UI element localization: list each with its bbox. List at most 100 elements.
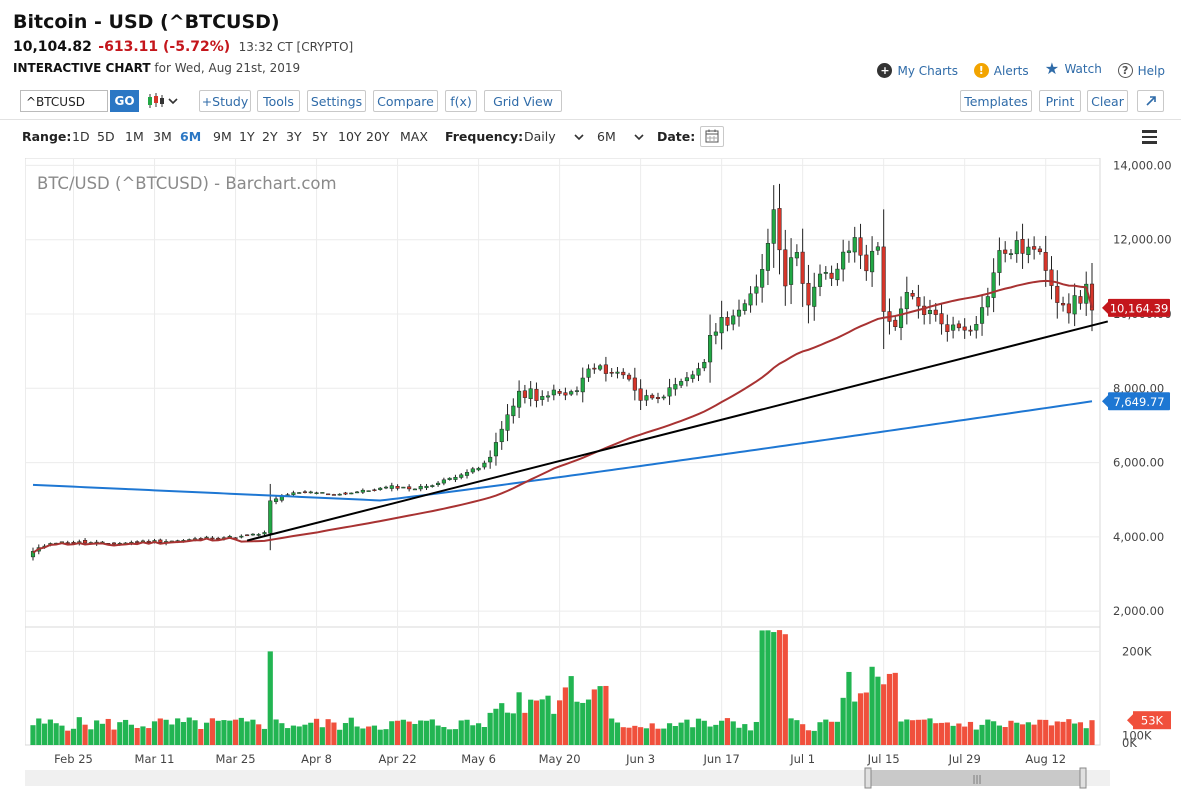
range-option-20y[interactable]: 20Y — [366, 129, 390, 144]
time-tick-label: Aug 12 — [1025, 752, 1066, 766]
candle-up — [511, 405, 516, 417]
volume-bar-up — [70, 728, 77, 745]
candle-up — [574, 390, 580, 392]
volume-bar-up — [817, 722, 823, 745]
volume-bar-up — [435, 725, 441, 745]
chart-area[interactable]: 2,000.004,000.006,000.008,000.0010,000.0… — [24, 157, 1175, 795]
range-option-1m[interactable]: 1M — [125, 129, 144, 144]
add-study-button[interactable]: +Study — [199, 90, 251, 112]
volume-bar-up — [377, 729, 383, 745]
symbol-input[interactable]: ^BTCUSD — [20, 90, 108, 112]
candle-up — [493, 442, 499, 457]
range-option-3y[interactable]: 3Y — [286, 129, 302, 144]
candle-down — [939, 313, 944, 325]
volume-bar-up — [389, 721, 395, 745]
range-scroller-track — [25, 770, 1110, 786]
candle-up — [540, 396, 545, 400]
volume-bar-up — [140, 726, 146, 745]
calendar-button[interactable] — [700, 126, 724, 147]
candle-down — [632, 377, 637, 391]
volume-bar-up — [186, 717, 192, 745]
range-option-9m[interactable]: 9M — [213, 129, 232, 144]
volume-bar-up — [470, 725, 476, 745]
alerts-label: Alerts — [993, 63, 1029, 78]
price-tag-box — [1108, 392, 1170, 411]
price-chart-svg[interactable]: 2,000.004,000.006,000.008,000.0010,000.0… — [24, 157, 1175, 795]
range-option-1d[interactable]: 1D — [72, 129, 90, 144]
expand-button[interactable] — [1137, 90, 1164, 112]
volume-bar-up — [59, 725, 65, 745]
templates-button[interactable]: Templates — [960, 90, 1032, 112]
compare-button[interactable]: Compare — [373, 90, 438, 112]
help-icon: ? — [1117, 63, 1133, 78]
interactive-chart-label: INTERACTIVE CHART — [13, 61, 151, 75]
range-option-2y[interactable]: 2Y — [262, 129, 278, 144]
volume-bar-up — [788, 718, 794, 745]
candle-up — [30, 551, 36, 558]
candle-down — [864, 254, 869, 272]
range-option-5y[interactable]: 5Y — [312, 129, 328, 144]
candlestick-chart-type-icon[interactable] — [146, 92, 180, 110]
my-charts-link[interactable]: + My Charts — [877, 63, 958, 78]
volume-tick-label: 0K — [1122, 736, 1137, 750]
price-tag-label: 7,649.77 — [1113, 395, 1164, 409]
print-button[interactable]: Print — [1039, 90, 1081, 112]
volume-bar-up — [487, 712, 493, 745]
range-option-6m[interactable]: 6M — [180, 129, 202, 144]
volume-bar-up — [36, 718, 42, 745]
candle-down — [343, 492, 348, 495]
candle-up — [453, 476, 458, 480]
range-option-1y[interactable]: 1Y — [239, 129, 255, 144]
scroller-grip-icon: ||| — [972, 775, 981, 785]
range-scroller-handle[interactable] — [1079, 767, 1087, 789]
candle-up — [355, 491, 360, 494]
clear-button[interactable]: Clear — [1087, 90, 1128, 112]
volume-bar-down — [828, 721, 835, 745]
candle-down — [111, 542, 117, 545]
candle-down — [1049, 269, 1054, 286]
volume-bar-up — [545, 695, 551, 745]
hamburger-menu-icon[interactable] — [1142, 130, 1157, 147]
range-option-max[interactable]: MAX — [400, 129, 428, 144]
volume-bar-down — [313, 718, 320, 745]
candle-down — [603, 364, 608, 374]
volume-tag-arrow — [1127, 714, 1133, 727]
volume-bar-up — [713, 724, 719, 745]
grid-view-button[interactable]: Grid View — [484, 90, 562, 112]
candle-up — [673, 384, 678, 390]
volume-bar-up — [308, 722, 314, 745]
help-link[interactable]: ? Help — [1117, 63, 1165, 78]
candle-up — [482, 462, 487, 468]
candle-up — [273, 498, 279, 502]
range-option-3m[interactable]: 3M — [153, 129, 172, 144]
go-button[interactable]: GO — [110, 90, 139, 112]
candle-up — [262, 532, 267, 535]
volume-bar-up — [447, 729, 453, 745]
volume-bar-up — [499, 703, 505, 745]
volume-bar-up — [53, 723, 59, 745]
function-button[interactable]: f(x) — [445, 90, 477, 112]
frequency-select[interactable]: Daily — [524, 129, 584, 144]
range-option-5d[interactable]: 5D — [97, 129, 115, 144]
alerts-link[interactable]: ! Alerts — [973, 63, 1029, 78]
chart-watermark: BTC/USD (^BTCUSD) - Barchart.com — [37, 174, 337, 193]
candle-up — [684, 377, 689, 382]
time-tick-label: Jul 15 — [867, 752, 900, 766]
volume-bar-down — [157, 718, 163, 745]
range-scroller-handle[interactable] — [864, 767, 872, 789]
volume-bar-up — [794, 720, 800, 745]
candle-up — [719, 317, 724, 334]
time-tick-label: Mar 25 — [216, 752, 256, 766]
period-select[interactable]: 6M — [597, 129, 644, 144]
settings-button[interactable]: Settings — [307, 90, 366, 112]
candle-down — [962, 326, 967, 331]
volume-bar-up — [348, 717, 354, 745]
volume-bar-down — [944, 722, 950, 745]
candle-down — [800, 251, 805, 284]
watch-link[interactable]: ★ Watch — [1044, 61, 1102, 77]
range-option-10y[interactable]: 10Y — [338, 129, 362, 144]
tools-button[interactable]: Tools — [257, 90, 300, 112]
range-scroller-thumb — [868, 770, 1086, 786]
volume-bar-up — [736, 727, 742, 745]
volume-bar-up — [695, 718, 702, 745]
